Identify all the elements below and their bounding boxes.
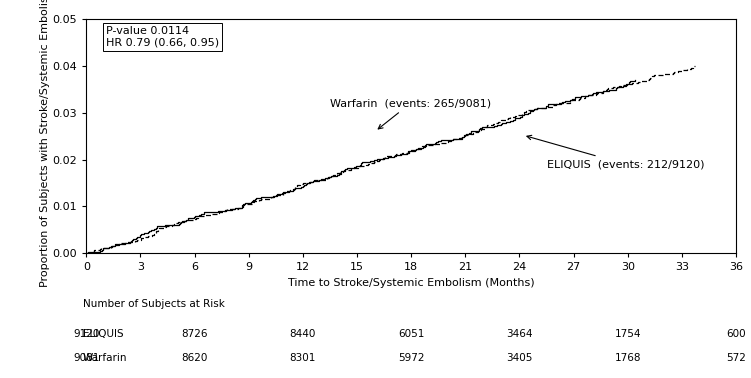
Text: 9081: 9081 — [73, 353, 100, 363]
X-axis label: Time to Stroke/Systemic Embolism (Months): Time to Stroke/Systemic Embolism (Months… — [288, 278, 535, 288]
Text: 3405: 3405 — [506, 353, 532, 363]
Y-axis label: Proportion of Subjects with Stroke/Systemic Embolism: Proportion of Subjects with Stroke/Syste… — [40, 0, 50, 287]
Text: ELIQUIS  (events: 212/9120): ELIQUIS (events: 212/9120) — [527, 135, 704, 169]
Text: 3464: 3464 — [506, 329, 532, 339]
Text: 1754: 1754 — [614, 329, 641, 339]
Text: 8440: 8440 — [290, 329, 316, 339]
Text: 8301: 8301 — [290, 353, 316, 363]
Text: ELIQUIS: ELIQUIS — [83, 329, 123, 339]
Text: Warfarin  (events: 265/9081): Warfarin (events: 265/9081) — [330, 98, 491, 129]
Text: 600: 600 — [726, 329, 746, 339]
Text: 9120: 9120 — [73, 329, 100, 339]
Text: 5972: 5972 — [398, 353, 424, 363]
Text: Warfarin: Warfarin — [83, 353, 127, 363]
Text: 6051: 6051 — [398, 329, 424, 339]
Text: 8726: 8726 — [182, 329, 208, 339]
Text: 8620: 8620 — [182, 353, 208, 363]
Text: 572: 572 — [726, 353, 746, 363]
Text: P-value 0.0114
HR 0.79 (0.66, 0.95): P-value 0.0114 HR 0.79 (0.66, 0.95) — [106, 26, 219, 48]
Text: Number of Subjects at Risk: Number of Subjects at Risk — [83, 299, 225, 308]
Text: 1768: 1768 — [614, 353, 641, 363]
